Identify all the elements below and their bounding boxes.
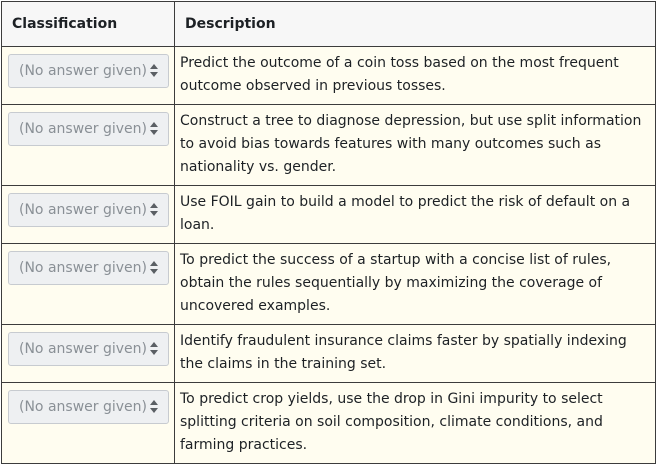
- description-cell: Identify fraudulent insurance claims fas…: [174, 324, 656, 383]
- classification-select[interactable]: (No answer given): [8, 112, 169, 146]
- select-value: (No answer given): [19, 121, 147, 137]
- up-down-caret-icon: [150, 342, 158, 356]
- classification-cell: (No answer given): [1, 104, 175, 186]
- description-cell: To predict the success of a startup with…: [174, 243, 656, 325]
- description-cell: Predict the outcome of a coin toss based…: [174, 46, 656, 105]
- classification-cell: (No answer given): [1, 46, 175, 105]
- table-row: (No answer given) Construct a tree to di…: [1, 104, 656, 186]
- up-down-caret-icon: [150, 261, 158, 275]
- classification-cell: (No answer given): [1, 185, 175, 244]
- classification-header: Classification: [1, 1, 175, 47]
- table-row: (No answer given) Identify fraudulent in…: [1, 324, 656, 383]
- select-value: (No answer given): [19, 399, 147, 415]
- up-down-caret-icon: [150, 203, 158, 217]
- classification-cell: (No answer given): [1, 324, 175, 383]
- select-value: (No answer given): [19, 63, 147, 79]
- description-cell: Construct a tree to diagnose depression,…: [174, 104, 656, 186]
- classification-select[interactable]: (No answer given): [8, 390, 169, 424]
- classification-select[interactable]: (No answer given): [8, 193, 169, 227]
- up-down-caret-icon: [150, 400, 158, 414]
- description-cell: Use FOIL gain to build a model to predic…: [174, 185, 656, 244]
- classification-select[interactable]: (No answer given): [8, 332, 169, 366]
- header-row: Classification Description: [1, 1, 656, 47]
- table-row: (No answer given) To predict the success…: [1, 243, 656, 325]
- description-cell: To predict crop yields, use the drop in …: [174, 382, 656, 464]
- table-row: (No answer given) To predict crop yields…: [1, 382, 656, 464]
- description-header: Description: [174, 1, 656, 47]
- table-row: (No answer given) Use FOIL gain to build…: [1, 185, 656, 244]
- classification-select[interactable]: (No answer given): [8, 54, 169, 88]
- up-down-caret-icon: [150, 64, 158, 78]
- classification-cell: (No answer given): [1, 243, 175, 325]
- table-row: (No answer given) Predict the outcome of…: [1, 46, 656, 105]
- select-value: (No answer given): [19, 260, 147, 276]
- up-down-caret-icon: [150, 122, 158, 136]
- classification-cell: (No answer given): [1, 382, 175, 464]
- select-value: (No answer given): [19, 341, 147, 357]
- select-value: (No answer given): [19, 202, 147, 218]
- classification-select[interactable]: (No answer given): [8, 251, 169, 285]
